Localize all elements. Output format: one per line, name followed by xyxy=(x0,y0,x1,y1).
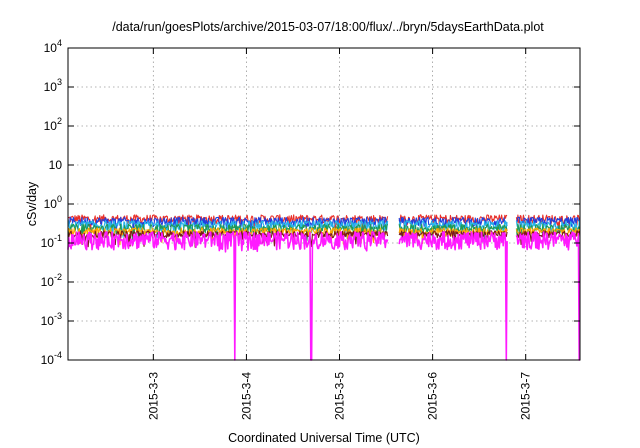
series-line xyxy=(67,231,580,361)
y-tick-label: 10-4 xyxy=(41,350,62,367)
y-tick-label: 10-2 xyxy=(41,272,62,289)
x-tick-label: 2015-3-4 xyxy=(239,372,253,420)
y-tick-label: 100 xyxy=(44,194,62,211)
y-tick-label: 10-1 xyxy=(41,233,62,250)
series-lines xyxy=(67,214,581,361)
x-tick-label: 2015-3-7 xyxy=(519,372,533,420)
y-tick-label: 104 xyxy=(44,38,62,55)
x-tick-label: 2015-3-6 xyxy=(426,372,440,420)
x-tick-label: 2015-3-3 xyxy=(146,372,160,420)
grid xyxy=(68,48,580,360)
y-tick-label: 10-3 xyxy=(41,311,62,328)
y-tick-label: 103 xyxy=(44,77,62,94)
x-axis-label: Coordinated Universal Time (UTC) xyxy=(228,431,420,445)
y-axis-label: cSv/day xyxy=(25,181,39,226)
chart-title: /data/run/goesPlots/archive/2015-03-07/1… xyxy=(112,20,544,34)
x-tick-label: 2015-3-5 xyxy=(333,372,347,420)
y-tick-label: 10 xyxy=(49,158,63,172)
axis-ticks: 10-4 10-3 10-2 10-1 100 10 102 103 104 2015-3-3 20… xyxy=(41,38,580,420)
y-tick-label: 102 xyxy=(44,116,62,133)
